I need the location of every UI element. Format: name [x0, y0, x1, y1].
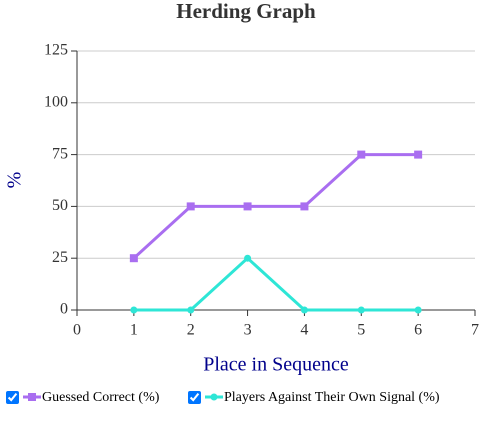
point — [300, 306, 308, 314]
series-line — [133, 256, 419, 312]
point — [186, 202, 195, 211]
legend-checkbox[interactable] — [6, 391, 19, 404]
x-tick-label: 2 — [187, 322, 195, 339]
point — [244, 254, 252, 262]
x-tick-label: 6 — [414, 322, 422, 339]
point — [187, 306, 195, 314]
point — [129, 254, 138, 263]
x-tick-label: 1 — [130, 322, 138, 339]
y-tick-label: 75 — [52, 145, 68, 162]
y-tick-label: 125 — [44, 42, 68, 59]
series-line — [132, 153, 419, 260]
chart-title: Herding Graph — [176, 0, 316, 23]
legend-swatch — [23, 393, 41, 401]
x-tick-label: 7 — [471, 322, 479, 339]
y-tick-label: 100 — [44, 93, 68, 110]
x-tick-label: 0 — [73, 322, 81, 339]
point — [414, 150, 423, 159]
legend-item: Players Against Their Own Signal (%) — [188, 389, 448, 407]
chart: Herding Graph % Place in Sequence 025507… — [4, 0, 479, 376]
x-tick-label: 4 — [300, 322, 308, 339]
legend-item: Guessed Correct (%) — [6, 389, 171, 407]
x-axis-label: Place in Sequence — [203, 354, 349, 376]
y-tick-label: 0 — [60, 301, 68, 318]
point — [130, 306, 138, 314]
y-tick-label: 50 — [52, 197, 68, 214]
legend-checkbox[interactable] — [188, 391, 201, 404]
x-tick-label: 3 — [244, 322, 252, 339]
point — [300, 202, 309, 211]
legend-marker — [210, 393, 218, 401]
legend-marker — [28, 393, 36, 401]
x-tick-label: 5 — [357, 322, 365, 339]
point — [243, 202, 252, 211]
legend-label: Players Against Their Own Signal (%) — [224, 390, 440, 405]
point — [357, 150, 366, 159]
point — [414, 306, 422, 314]
point — [357, 306, 365, 314]
legend-swatch — [205, 393, 223, 401]
y-axis-label: % — [4, 172, 26, 189]
legend-label: Guessed Correct (%) — [42, 390, 160, 405]
y-tick-label: 25 — [52, 249, 68, 266]
